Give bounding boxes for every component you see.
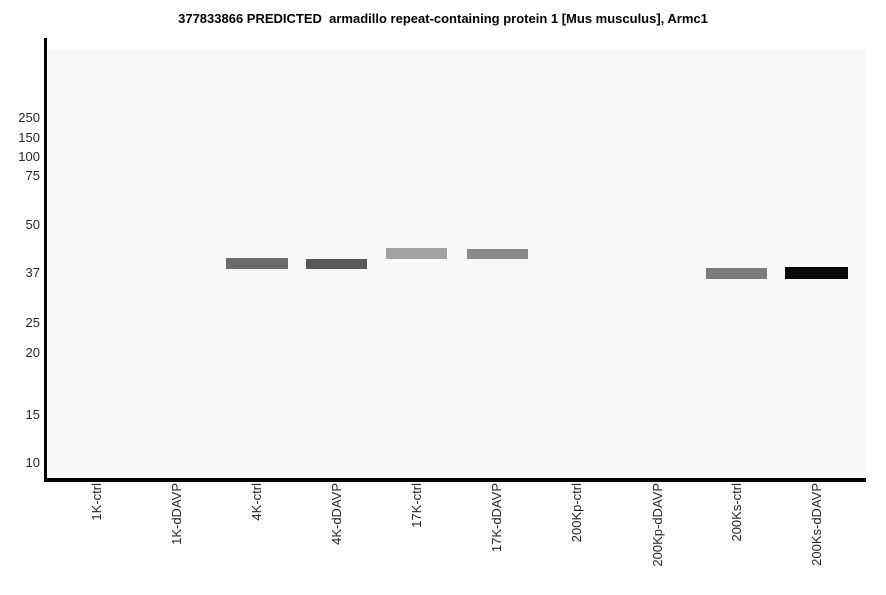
y-tick-label: 25 bbox=[25, 315, 40, 330]
lane-label: 200Ks-ctrl bbox=[729, 483, 744, 542]
lane-label: 1K-ctrl bbox=[89, 483, 104, 521]
plot-area bbox=[48, 49, 866, 478]
y-tick-label: 150 bbox=[18, 130, 40, 145]
y-axis-line bbox=[44, 38, 47, 481]
lane-label: 200Kp-dDAVP bbox=[650, 483, 665, 567]
protein-band bbox=[305, 259, 367, 269]
lane-label: 200Kp-ctrl bbox=[569, 483, 584, 543]
protein-band bbox=[466, 249, 528, 259]
y-tick-label: 75 bbox=[25, 168, 40, 183]
y-tick-label: 250 bbox=[18, 110, 40, 125]
protein-band bbox=[226, 258, 288, 269]
lane-label: 17K-dDAVP bbox=[489, 483, 504, 553]
lane-label: 4K-ctrl bbox=[249, 483, 264, 521]
lane-label: 4K-dDAVP bbox=[329, 483, 344, 545]
y-tick-label: 10 bbox=[25, 455, 40, 470]
x-axis-line bbox=[44, 478, 866, 482]
y-tick-label: 15 bbox=[25, 407, 40, 422]
y-tick-label: 37 bbox=[25, 265, 40, 280]
protein-band bbox=[385, 248, 447, 259]
lane-label: 17K-ctrl bbox=[409, 483, 424, 528]
protein-band bbox=[705, 268, 767, 279]
figure-title: 377833866 PREDICTED armadillo repeat-con… bbox=[178, 11, 708, 26]
y-tick-label: 100 bbox=[18, 149, 40, 164]
lane-label: 200Ks-dDAVP bbox=[809, 483, 824, 566]
protein-band bbox=[784, 267, 848, 279]
lane-label: 1K-dDAVP bbox=[169, 483, 184, 545]
y-tick-label: 50 bbox=[25, 217, 40, 232]
y-tick-label: 20 bbox=[25, 345, 40, 360]
